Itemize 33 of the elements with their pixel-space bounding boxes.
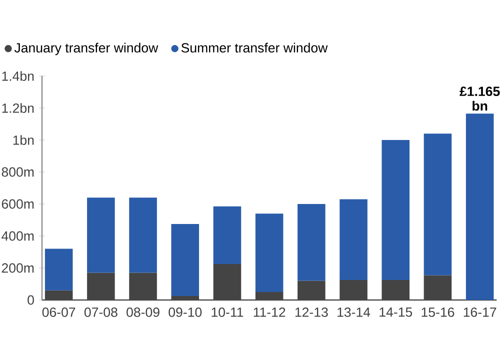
x-tick-label: 11-12 [254, 308, 286, 317]
y-tick-label: 1.2bn [2, 103, 34, 113]
bar [298, 204, 326, 281]
y-tick-label: 1bn [13, 135, 34, 145]
bar [340, 199, 368, 280]
x-tick-label: 10-11 [212, 308, 244, 317]
bar [382, 140, 410, 280]
x-tick-label: 12-13 [295, 308, 328, 317]
y-tick-label: 800m [2, 167, 34, 177]
x-tick-label: 13-14 [338, 308, 370, 317]
legend-label: January transfer window [14, 42, 158, 56]
y-tick-label: 200m [2, 263, 34, 273]
bar [424, 134, 452, 276]
bar [44, 248, 73, 290]
y-tick-label: 0 [28, 295, 34, 305]
bar [466, 114, 494, 300]
bar [87, 198, 115, 273]
x-tick-label: 09-10 [168, 308, 202, 317]
legend-label: Summer transfer window [181, 42, 328, 53]
x-tick-label: 16-17 [464, 308, 496, 317]
y-tick-label: 600m [2, 199, 34, 209]
y-tick-label: 1.4bn [2, 71, 34, 81]
annotation: £1.165 bn [460, 86, 500, 111]
x-tick-label: 15-16 [422, 308, 454, 317]
bar [129, 198, 157, 273]
bar [255, 214, 284, 292]
x-tick-label: 06-07 [42, 308, 76, 317]
bar [171, 224, 200, 296]
y-tick-label: 400m [2, 231, 34, 241]
x-tick-label: 14-15 [380, 308, 412, 317]
x-tick-label: 08-09 [126, 308, 160, 317]
x-tick-label: 07-08 [84, 308, 118, 317]
bar [213, 206, 242, 264]
